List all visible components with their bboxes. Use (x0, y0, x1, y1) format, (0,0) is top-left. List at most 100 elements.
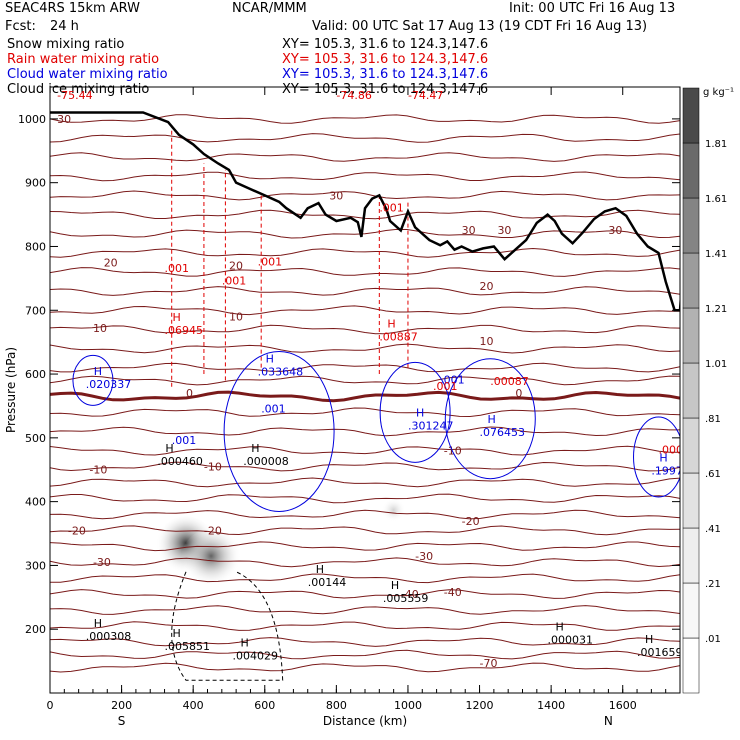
x-tick-label: 1600 (609, 699, 637, 712)
field-name-3: Cloud ice mixing ratio (7, 82, 149, 97)
temperature-contour (50, 375, 680, 386)
temperature-label: -10 (89, 464, 107, 477)
temperature-contour (50, 407, 680, 418)
temperature-label: 30 (462, 224, 476, 237)
max-value: .00087 (490, 375, 528, 388)
plot-frame (49, 86, 681, 694)
max-marker: H (391, 579, 399, 592)
colorbar-label: .21 (705, 579, 721, 590)
terrain-line (50, 111, 680, 312)
temperature-label: 30 (57, 113, 71, 126)
temperature-contour (50, 209, 680, 220)
temperature-label: 0 (186, 387, 193, 400)
contour-label: .001 (440, 374, 465, 387)
temperature-contour (50, 343, 680, 354)
freezing-level-contour (50, 390, 680, 403)
colorbar-label: .81 (705, 414, 721, 425)
max-marker: H (94, 365, 102, 378)
max-marker: H (165, 442, 173, 455)
colorbar-label: .61 (705, 469, 721, 480)
temperature-contour (50, 445, 680, 456)
temperature-contour (50, 557, 680, 568)
colorbar-cell (682, 472, 700, 529)
org-title: NCAR/MMM (232, 1, 307, 16)
temperature-contour (50, 267, 680, 277)
temperature-label: -30 (93, 556, 111, 569)
x-tick-label: 600 (254, 699, 275, 712)
temperature-label: 30 (497, 224, 511, 237)
max-marker: H (173, 311, 181, 324)
colorbar-label: 1.21 (705, 304, 727, 315)
temperature-contour (50, 190, 680, 201)
y-tick-label: 900 (25, 177, 46, 190)
temperature-label: 30 (608, 224, 622, 237)
temperature-label: -10 (204, 461, 222, 474)
max-value: .1997 (651, 464, 683, 477)
temperature-contour (50, 228, 680, 239)
cloud-ice-contour (171, 571, 284, 681)
temperature-label: 20 (480, 280, 494, 293)
colorbar-cell (682, 307, 700, 364)
colorbar-cell (682, 417, 700, 474)
model-title: SEAC4RS 15km ARW (5, 1, 141, 16)
max-marker: H (266, 352, 274, 365)
y-tick-label: 500 (25, 432, 46, 445)
max-marker: H (316, 563, 324, 576)
contour-label: .001 (165, 262, 190, 275)
max-value: .005559 (383, 592, 429, 605)
temperature-label: 20 (104, 256, 118, 269)
temperature-label: 30 (329, 189, 343, 202)
max-value: .000308 (86, 630, 132, 643)
temperature-contour (50, 621, 680, 631)
init-time: Init: 00 UTC Fri 16 Aug 13 (509, 1, 676, 16)
temperature-contour (50, 286, 680, 296)
temperature-label: 20 (229, 260, 243, 273)
contour-label: .001 (379, 201, 404, 214)
y-tick-label: 300 (25, 559, 46, 572)
temperature-contour (50, 362, 680, 373)
north-label: N (604, 714, 613, 728)
field-name-1: Rain water mixing ratio (7, 52, 159, 67)
x-tick-label: 200 (111, 699, 132, 712)
y-axis-label: Pressure (hPa) (4, 347, 18, 433)
temperature-contour (50, 525, 680, 536)
field-name-0: Snow mixing ratio (7, 37, 124, 52)
colorbar-cell (682, 527, 700, 584)
cloud-water-contour (444, 358, 536, 480)
max-marker: H (488, 413, 496, 426)
temperature-label: 0 (515, 387, 522, 400)
forecast-label: Fcst: (5, 19, 36, 34)
colorbar-cell (682, 197, 700, 254)
x-tick-label: 800 (326, 699, 347, 712)
max-value: .004029 (233, 649, 279, 662)
temperature-label: 10 (229, 311, 243, 324)
snow-ice-shading (381, 499, 406, 524)
temperature-label: 10 (480, 335, 494, 348)
temperature-label: -70 (480, 657, 498, 670)
x-tick-label: 0 (47, 699, 54, 712)
colorbar-label: 1.41 (705, 249, 727, 260)
temperature-contour (50, 305, 680, 316)
max-value: .076453 (480, 426, 525, 439)
temperature-label: -20 (68, 524, 86, 537)
y-tick-label: 1000 (18, 113, 46, 126)
contour-label: .001 (172, 434, 197, 447)
temperature-contour (50, 133, 680, 143)
colorbar-cell (682, 582, 700, 639)
field-xy-3: XY= 105.3, 31.6 to 124.3,147.6 (282, 82, 488, 97)
max-marker: H (387, 317, 395, 330)
field-xy-1: XY= 105.3, 31.6 to 124.3,147.6 (282, 52, 488, 67)
max-marker: H (556, 620, 564, 633)
temperature-contour (50, 637, 680, 647)
temperature-contour (50, 171, 680, 182)
y-tick-label: 200 (25, 623, 46, 636)
temperature-contour (50, 461, 680, 472)
temperature-label: -20 (462, 515, 480, 528)
colorbar-label: .41 (705, 524, 721, 535)
max-marker: H (659, 451, 667, 464)
contour-label: .001 (222, 275, 247, 288)
colorbar-label: 1.01 (705, 359, 727, 370)
max-value: .301247 (408, 420, 454, 433)
max-value: .00144 (308, 576, 347, 589)
